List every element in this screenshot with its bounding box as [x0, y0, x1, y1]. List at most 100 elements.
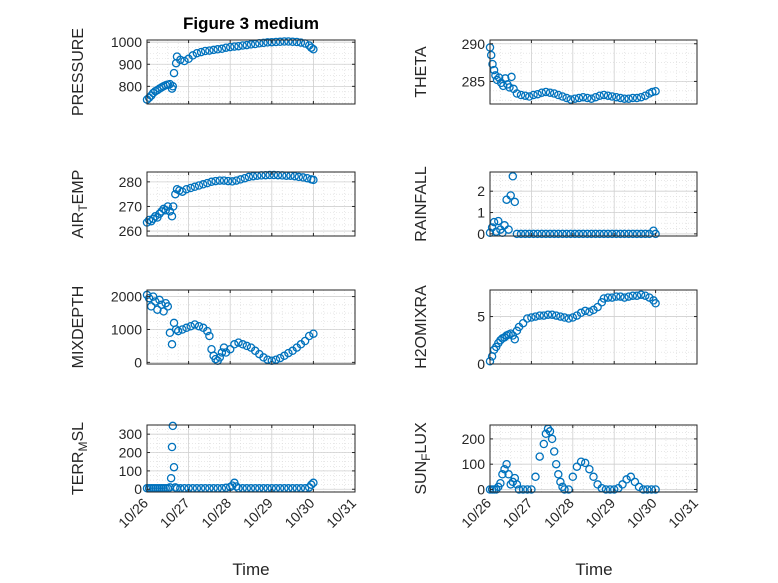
subplot-4: 0 1 2 RAINFALL [413, 166, 698, 242]
data-point [213, 45, 222, 54]
data-point [533, 229, 542, 239]
y-axis-label: H2OMIXRA [413, 285, 430, 369]
data-point [271, 355, 281, 364]
data-point [215, 353, 225, 362]
data-point [280, 37, 289, 46]
data-point [242, 341, 252, 351]
data-point [203, 178, 212, 188]
data-point [539, 439, 549, 449]
data-point [607, 293, 617, 302]
data-point [211, 176, 220, 186]
data-point [171, 325, 181, 334]
data-point [589, 472, 598, 482]
data-point [217, 348, 227, 357]
data-point [506, 191, 515, 200]
y-tick-label: 290 [462, 36, 486, 52]
data-point [529, 229, 538, 239]
data-point [151, 297, 160, 306]
data-point [531, 472, 540, 482]
data-point [163, 202, 173, 211]
data-point [636, 229, 646, 239]
data-point [155, 209, 164, 219]
data-point [167, 340, 177, 349]
data-point [194, 181, 204, 190]
data-point [568, 472, 578, 482]
ylabel-part: EMP [70, 170, 87, 205]
data-point [488, 59, 497, 69]
x-tick-label: 10/30 [624, 495, 660, 531]
data-point [238, 41, 247, 50]
y-tick-label: 1 [477, 205, 485, 221]
data-point [207, 177, 216, 187]
x-tick-label: 10/26 [458, 495, 494, 531]
subplot-6: 0 5 H2OMIXRA [413, 285, 698, 372]
data-point [178, 325, 187, 334]
y-tick-label: 5 [477, 309, 485, 325]
data-point [531, 312, 540, 321]
y-tick-label: 100 [462, 456, 486, 472]
data-point [203, 326, 212, 336]
plot-area [147, 172, 355, 236]
data-point [238, 340, 247, 349]
data-point [585, 307, 594, 317]
axes-box [489, 39, 698, 105]
y-tick-label: 0 [477, 356, 485, 372]
data-point [269, 170, 279, 180]
data-point [554, 229, 563, 239]
data-point [298, 173, 308, 182]
data-point [259, 38, 268, 48]
y-tick-label: 800 [119, 78, 143, 94]
data-point [157, 207, 166, 216]
x-tick-label: 10/29 [582, 495, 618, 531]
x-tick-label: 10/27 [499, 495, 535, 531]
y-tick-label: 2 [477, 183, 485, 199]
ylabel-subscript: M [76, 442, 90, 452]
data-point [502, 459, 511, 469]
data-point [643, 485, 652, 494]
data-point [612, 292, 621, 301]
data-point [275, 353, 285, 363]
data-point [520, 229, 530, 239]
data-point [209, 45, 218, 55]
data-point [572, 311, 582, 320]
data-point [294, 172, 304, 182]
data-point [188, 51, 198, 60]
data-point [153, 85, 162, 95]
data-point [612, 229, 621, 239]
data-point [603, 229, 613, 239]
data-point [622, 475, 631, 484]
data-point [486, 50, 496, 60]
data-point [169, 462, 179, 472]
data-point [234, 41, 243, 51]
y-tick-label: 200 [119, 445, 143, 461]
data-point [636, 92, 646, 102]
data-point [516, 229, 526, 239]
subplot-5: 0 1000 2000 MIXDEPTH [70, 286, 356, 370]
data-point [572, 462, 582, 471]
data-point [168, 82, 178, 91]
data-point [219, 343, 229, 352]
data-point [491, 227, 501, 236]
data-point [562, 229, 571, 239]
data-point [516, 90, 526, 100]
data-point [190, 182, 200, 192]
data-point [518, 318, 528, 328]
data-point [570, 94, 580, 103]
data-point [198, 180, 208, 189]
x-tick-label: 10/30 [281, 495, 317, 531]
data-point [186, 183, 195, 193]
y-tick-label: 280 [119, 174, 143, 190]
data-point [541, 87, 551, 97]
data-point [168, 421, 178, 431]
data-point [225, 344, 235, 354]
data-point [624, 94, 633, 103]
data-point [628, 291, 638, 300]
data-point [194, 321, 204, 331]
data-point [527, 313, 536, 322]
data-point [551, 311, 561, 320]
axes-box [146, 289, 356, 365]
data-point [585, 464, 594, 474]
data-point [309, 329, 318, 338]
data-point [580, 458, 590, 468]
data-point [163, 302, 173, 311]
